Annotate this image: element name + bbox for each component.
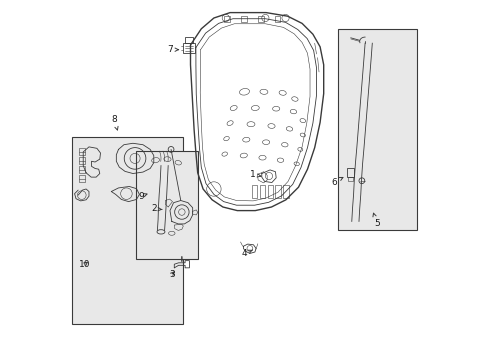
Bar bbox=[224, 16, 230, 22]
Bar bbox=[283, 185, 288, 198]
Text: 10: 10 bbox=[79, 260, 90, 269]
Text: 3: 3 bbox=[168, 270, 174, 279]
Bar bbox=[241, 16, 246, 22]
Bar bbox=[251, 185, 257, 198]
Bar bbox=[337, 29, 416, 230]
Bar bbox=[79, 175, 84, 182]
Bar bbox=[79, 148, 84, 155]
Text: 4: 4 bbox=[241, 249, 252, 258]
Bar bbox=[347, 177, 352, 181]
Text: 6: 6 bbox=[330, 177, 342, 186]
Text: 9: 9 bbox=[138, 192, 147, 201]
Text: 2: 2 bbox=[151, 204, 162, 213]
Bar bbox=[267, 185, 273, 198]
Text: 1: 1 bbox=[249, 170, 261, 179]
Text: 8: 8 bbox=[111, 115, 118, 130]
Bar bbox=[136, 151, 197, 259]
Bar bbox=[346, 168, 354, 177]
Text: 7: 7 bbox=[167, 45, 178, 54]
Bar bbox=[184, 37, 193, 43]
Bar bbox=[183, 43, 194, 53]
Bar bbox=[257, 16, 263, 22]
Bar bbox=[72, 137, 183, 324]
Bar bbox=[274, 16, 280, 22]
Bar bbox=[275, 185, 281, 198]
Bar bbox=[79, 166, 84, 173]
Bar bbox=[259, 185, 265, 198]
Text: 5: 5 bbox=[372, 213, 379, 228]
Bar bbox=[79, 157, 84, 164]
